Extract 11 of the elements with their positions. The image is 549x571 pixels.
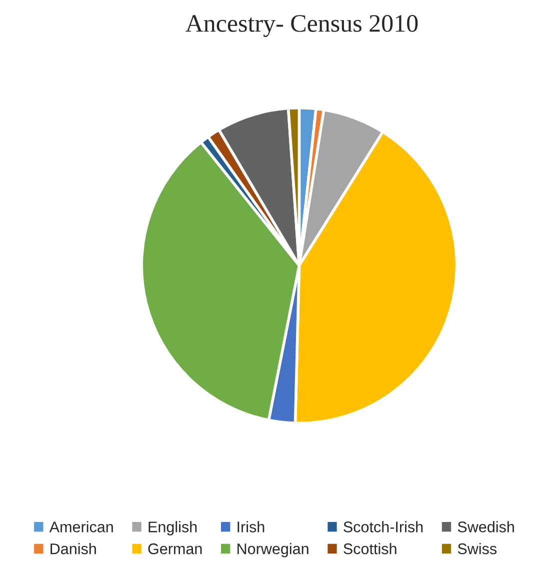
legend-label: Scotch-Irish — [344, 521, 423, 532]
chart-title: Ancestry- Census 2010 — [186, 15, 418, 38]
legend-label: English — [148, 521, 197, 536]
legend-label: Irish — [238, 521, 264, 532]
legend-label: Swedish — [458, 521, 514, 532]
legend-label: Danish — [50, 543, 96, 554]
legend-label: American — [49, 521, 113, 532]
legend-label: Scottish — [344, 543, 396, 554]
legend-label: Swiss — [458, 543, 497, 554]
legend-label: German — [148, 543, 202, 554]
legend-label: Norwegian — [238, 543, 308, 558]
